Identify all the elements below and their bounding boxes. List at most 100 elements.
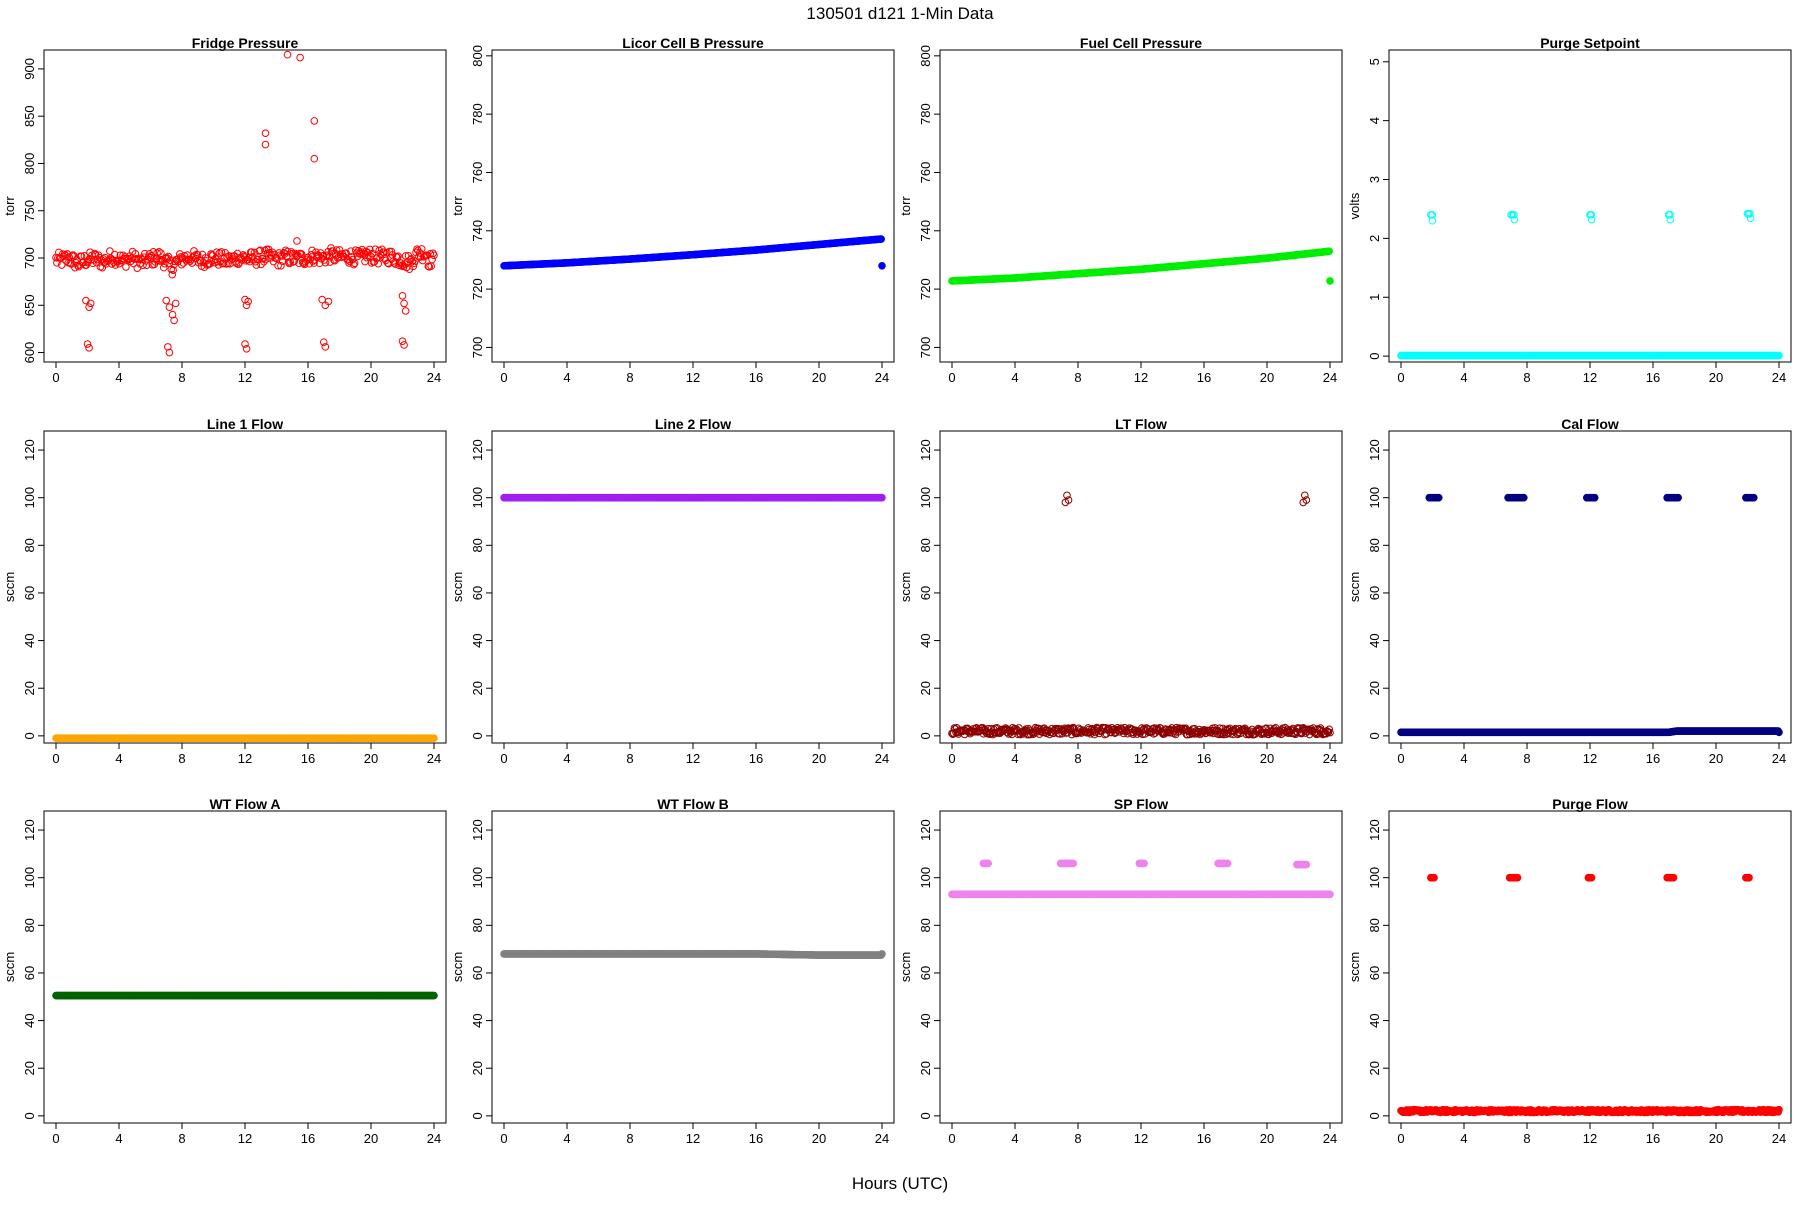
series-points [501,236,886,269]
y-tick-label: 780 [918,103,933,125]
x-tick-label: 0 [500,751,507,766]
y-tick-label: 0 [22,732,37,739]
x-tick-label: 16 [1646,370,1660,385]
data-point [399,293,406,300]
panel-title: LT Flow [1115,416,1167,432]
y-tick-label: 700 [918,337,933,359]
series-points [53,735,438,742]
x-tick-label: 24 [1772,370,1786,385]
x-tick-label: 0 [52,1131,59,1146]
data-point [1326,248,1333,255]
x-tick-label: 8 [626,370,633,385]
y-tick-label: 100 [470,487,485,509]
x-tick-label: 12 [686,1131,700,1146]
y-tick-label: 80 [1367,538,1382,552]
y-tick-label: 40 [1367,633,1382,647]
x-tick-label: 12 [686,370,700,385]
x-tick-label: 0 [948,370,955,385]
x-tick-label: 20 [364,370,378,385]
data-point [166,304,173,311]
y-axis-label: sccm [2,572,17,602]
data-point [284,51,291,58]
y-tick-label: 100 [470,867,485,889]
y-tick-label: 120 [470,819,485,841]
data-point [431,735,438,742]
x-tick-label: 0 [948,751,955,766]
y-tick-label: 60 [1367,586,1382,600]
x-tick-label: 24 [1323,370,1337,385]
panel-title: Line 1 Flow [207,416,283,432]
y-tick-label: 740 [470,220,485,242]
panel-title: Fuel Cell Pressure [1080,35,1202,51]
y-tick-label: 80 [470,918,485,932]
y-tick-label: 60 [22,586,37,600]
x-tick-label: 4 [563,370,570,385]
x-tick-label: 8 [178,370,185,385]
y-tick-label: 720 [918,278,933,300]
series-points [53,992,438,999]
panel-title: Purge Setpoint [1540,35,1640,51]
x-tick-label: 12 [1583,370,1597,385]
x-tick-label: 4 [115,1131,122,1146]
y-tick-label: 100 [22,867,37,889]
x-tick-label: 20 [1260,370,1274,385]
plot-frame [44,811,446,1123]
y-tick-label: 80 [470,538,485,552]
data-point [879,262,886,269]
y-tick-label: 40 [22,1013,37,1027]
data-point [1436,494,1443,501]
series-points [949,492,1334,738]
x-tick-label: 4 [1460,370,1467,385]
x-tick-label: 0 [52,751,59,766]
x-tick-label: 0 [52,370,59,385]
data-point [1591,494,1598,501]
x-tick-label: 12 [1583,751,1597,766]
y-tick-label: 800 [22,153,37,175]
y-tick-label: 60 [470,966,485,980]
y-tick-label: 40 [918,633,933,647]
series-points [501,951,886,959]
x-tick-label: 12 [238,751,252,766]
y-axis-label: sccm [898,572,913,602]
data-point [878,236,885,243]
data-point [418,246,425,253]
x-tick-label: 24 [427,751,441,766]
y-tick-label: 700 [470,337,485,359]
x-tick-label: 8 [178,751,185,766]
x-tick-label: 8 [1074,751,1081,766]
panel-title: Fridge Pressure [192,35,299,51]
data-point [262,141,269,148]
data-point [431,252,438,259]
x-tick-label: 4 [1011,370,1018,385]
data-point [163,297,170,304]
x-tick-label: 8 [1523,751,1530,766]
y-axis-label: volts [1347,192,1362,219]
x-tick-label: 12 [238,370,252,385]
y-tick-label: 60 [22,966,37,980]
y-tick-label: 600 [22,342,37,364]
y-tick-label: 100 [918,487,933,509]
data-point [431,992,438,999]
x-tick-label: 20 [812,751,826,766]
plot-frame [940,431,1342,743]
series-points [53,51,438,355]
x-tick-label: 20 [812,370,826,385]
x-tick-label: 24 [875,1131,889,1146]
y-tick-label: 700 [22,247,37,269]
y-tick-label: 780 [470,103,485,125]
y-tick-label: 0 [470,1112,485,1119]
x-tick-label: 4 [563,751,570,766]
x-tick-label: 16 [301,370,315,385]
data-point [1521,494,1528,501]
y-tick-label: 20 [22,1061,37,1075]
y-tick-label: 40 [470,633,485,647]
y-tick-label: 80 [22,918,37,932]
figure-title: 130501 d121 1-Min Data [806,4,994,23]
data-point [1675,494,1682,501]
